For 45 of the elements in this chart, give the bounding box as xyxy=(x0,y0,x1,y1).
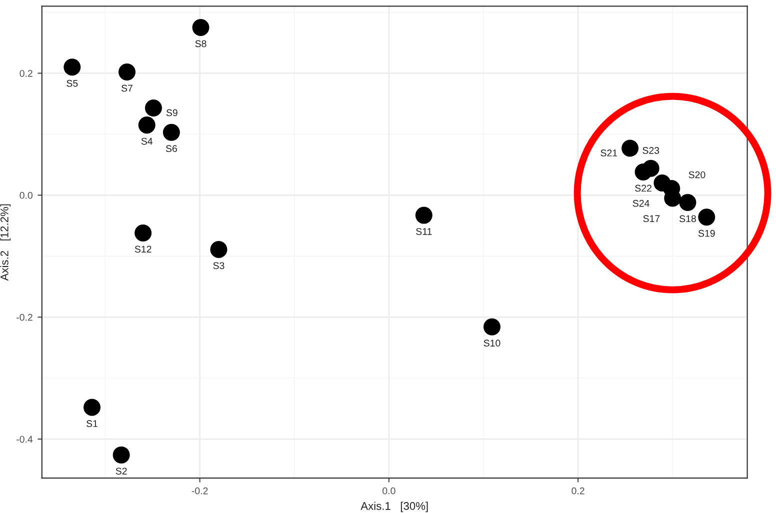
y-tick-label: -0.4 xyxy=(16,436,33,443)
x-axis-title: Axis.1 [30%] xyxy=(360,502,428,512)
annotation: S4 xyxy=(141,138,153,145)
annotation: S18 xyxy=(680,215,696,222)
annotation: S1 xyxy=(86,420,98,428)
annotation: S10 xyxy=(484,340,500,347)
point xyxy=(112,446,130,464)
x-tick-label: 0.0 xyxy=(382,487,396,494)
annotation: S21 xyxy=(600,150,618,156)
point xyxy=(642,160,660,177)
annotation: S7 xyxy=(122,84,132,92)
point xyxy=(138,116,156,134)
annotation: S2 xyxy=(116,468,127,475)
annotation: S3 xyxy=(213,262,224,270)
point xyxy=(84,398,101,416)
annotation: S8 xyxy=(195,40,206,48)
annotation: S9 xyxy=(166,109,178,116)
annotation: S23 xyxy=(642,147,660,154)
annotation: S22 xyxy=(635,184,652,192)
annotation: S19 xyxy=(698,230,715,237)
annotation: S12 xyxy=(134,246,152,253)
annotation: S17 xyxy=(643,215,660,222)
x-tick-label: -0.2 xyxy=(192,487,208,494)
point xyxy=(118,64,136,81)
annotation: S5 xyxy=(66,80,78,87)
point xyxy=(134,224,152,242)
point xyxy=(483,318,500,336)
point xyxy=(679,194,696,212)
y-axis-title: Axis.2 [12.2%] xyxy=(0,204,11,281)
point xyxy=(192,18,210,36)
point xyxy=(210,240,228,258)
y-tick-label: 0.0 xyxy=(20,192,32,199)
y-tick-label: -0.2 xyxy=(16,314,32,321)
y-tick-label: 0.2 xyxy=(20,70,32,77)
annotation: S20 xyxy=(688,171,706,178)
annotation: S24 xyxy=(632,200,650,207)
annotation: S6 xyxy=(166,145,177,152)
annotation: S11 xyxy=(416,228,432,235)
point xyxy=(415,206,432,224)
point xyxy=(64,58,81,76)
point xyxy=(698,208,716,226)
x-tick-label: 0.2 xyxy=(572,487,584,494)
point xyxy=(162,124,180,141)
point xyxy=(622,140,639,157)
point xyxy=(144,99,162,116)
